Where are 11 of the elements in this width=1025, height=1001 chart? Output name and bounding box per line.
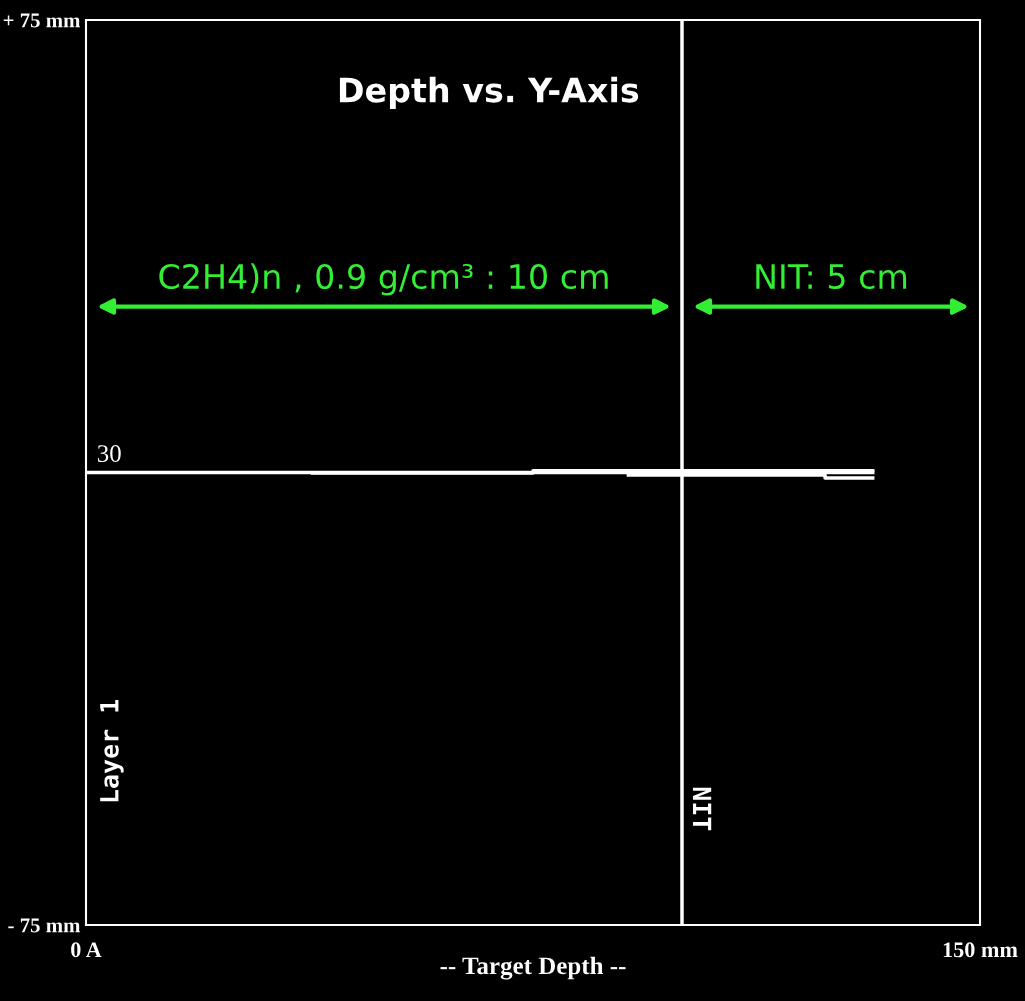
x-tick-label: 0 A [71, 942, 102, 958]
x-tick-label: 150 mm [943, 942, 1018, 958]
x-axis-title: -- Target Depth -- [440, 956, 626, 980]
annotation: 30 [97, 445, 121, 462]
ref-line-label: NIT [692, 787, 712, 831]
annotation: NIT: 5 cm [756, 264, 907, 290]
annotation: Layer 1 [100, 699, 124, 802]
annotation: C2H4)n , 0.9 g/cm³ : 10 cm [159, 263, 608, 296]
y-tick-label: + 75 mm [3, 13, 81, 28]
text: Depth vs. Y-Axis [339, 76, 639, 110]
y-tick-label: - 75 mm [8, 918, 81, 933]
